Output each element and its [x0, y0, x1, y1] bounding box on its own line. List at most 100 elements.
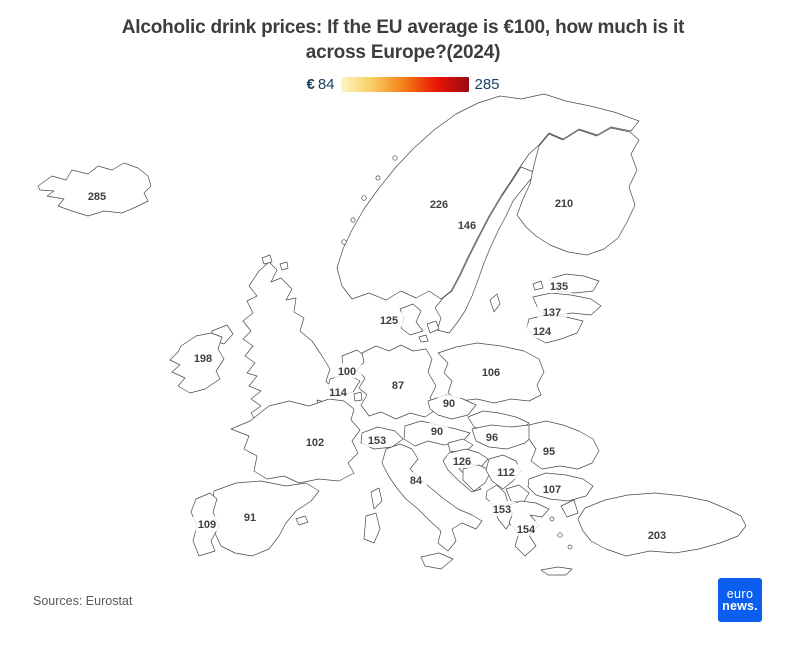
value-label-denmark: 125: [374, 312, 404, 327]
value-label-poland: 106: [476, 364, 506, 379]
region-european-turkey: [560, 499, 579, 518]
value-label-norway: 226: [424, 196, 454, 211]
svg-text:91: 91: [244, 512, 256, 524]
svg-text:90: 90: [443, 398, 455, 410]
svg-text:125: 125: [380, 315, 398, 327]
country-italy: [381, 443, 483, 552]
value-label-latvia: 137: [537, 304, 567, 319]
chart-title-line2: across Europe?(2024): [305, 41, 501, 63]
estonian-island: [532, 280, 544, 291]
country-finland: [516, 127, 640, 256]
norway-coastal-island: [341, 239, 347, 245]
value-label-belgium: 114: [323, 384, 353, 399]
value-label-italy: 84: [404, 472, 428, 487]
island-gotland: [489, 293, 501, 313]
chart-title: Alcoholic drink prices: If the EU averag…: [0, 16, 806, 65]
svg-text:126: 126: [453, 456, 471, 468]
value-label-iceland: 285: [82, 188, 112, 203]
svg-text:124: 124: [533, 326, 552, 338]
svg-text:100: 100: [338, 366, 356, 378]
value-label-romania: 95: [537, 443, 561, 458]
value-label-netherlands: 100: [332, 363, 362, 378]
aegean-island: [567, 544, 573, 550]
legend-max-label: 285: [474, 76, 500, 93]
svg-text:146: 146: [458, 220, 476, 232]
value-label-turkey: 203: [642, 527, 672, 542]
island-corsica: [370, 487, 383, 510]
island-zealand: [426, 320, 440, 334]
svg-text:84: 84: [410, 475, 423, 487]
value-label-germany: 87: [386, 377, 410, 392]
country-turkey: [577, 492, 747, 557]
value-label-hungary: 96: [480, 429, 504, 444]
island-sicily: [420, 552, 454, 570]
scottish-islands: [261, 254, 273, 265]
norway-coastal-island: [350, 217, 356, 223]
svg-text:95: 95: [543, 446, 555, 458]
value-label-lithuania: 124: [527, 323, 557, 338]
country-bosnia: [462, 464, 492, 492]
value-label-greece: 154: [511, 521, 541, 536]
country-north-macedonia: [505, 484, 530, 504]
value-label-finland: 210: [549, 195, 579, 210]
svg-text:112: 112: [497, 467, 515, 479]
island-sardinia: [363, 512, 381, 544]
norway-coastal-island: [361, 195, 367, 201]
island-crete: [540, 566, 573, 576]
value-label-czechia: 90: [437, 395, 461, 410]
value-label-austria: 90: [425, 423, 449, 438]
svg-text:96: 96: [486, 432, 498, 444]
chart-title-line1: Alcoholic drink prices: If the EU averag…: [121, 17, 685, 38]
svg-text:102: 102: [306, 437, 324, 449]
country-norway: [336, 93, 640, 301]
euronews-logo: euro news.: [718, 578, 762, 622]
svg-text:109: 109: [198, 519, 216, 531]
value-label-serbia: 112: [491, 464, 521, 479]
country-france: [230, 398, 361, 484]
value-label-portugal: 109: [192, 516, 222, 531]
svg-text:203: 203: [648, 530, 666, 542]
country-luxembourg: [353, 391, 363, 402]
aegean-island: [549, 516, 555, 522]
svg-text:198: 198: [194, 353, 212, 365]
value-label-switzerland: 153: [362, 432, 392, 447]
island-mallorca: [295, 515, 309, 526]
svg-text:210: 210: [555, 198, 573, 210]
country-united-kingdom: [242, 261, 335, 424]
value-label-albania: 153: [487, 501, 517, 516]
euronews-logo-line2: news.: [722, 599, 758, 613]
svg-text:137: 137: [543, 307, 561, 319]
legend-currency-symbol: €: [306, 76, 315, 93]
aegean-island: [557, 532, 563, 538]
color-legend: €84 285: [0, 76, 806, 93]
value-label-spain: 91: [238, 509, 262, 524]
svg-text:135: 135: [550, 281, 568, 293]
value-label-estonia: 135: [544, 278, 574, 293]
svg-text:226: 226: [430, 199, 448, 211]
svg-text:107: 107: [543, 484, 561, 496]
value-label-ireland: 198: [188, 350, 218, 365]
legend-min-label: 84: [317, 76, 335, 93]
norway-coastal-island: [375, 175, 381, 181]
svg-text:153: 153: [368, 435, 386, 447]
svg-text:153: 153: [493, 504, 511, 516]
svg-text:87: 87: [392, 380, 404, 392]
legend-gradient-bar: [340, 77, 469, 92]
value-label-france: 102: [300, 434, 330, 449]
svg-text:106: 106: [482, 367, 500, 379]
value-label-sweden: 146: [452, 217, 482, 232]
svg-text:114: 114: [329, 387, 348, 399]
scottish-islands: [279, 261, 289, 271]
value-label-layer: 285 226 146 210 135 137 124 125 198 100 114 87 106 10…: [82, 188, 672, 542]
svg-text:90: 90: [431, 426, 443, 438]
island-funen: [418, 334, 429, 343]
svg-text:154: 154: [517, 524, 536, 536]
norway-coastal-island: [392, 155, 398, 161]
source-note: Sources: Eurostat: [33, 594, 133, 608]
svg-text:285: 285: [88, 191, 106, 203]
country-sweden: [434, 166, 537, 334]
euronews-logo-line1: euro: [726, 587, 754, 601]
value-label-croatia: 126: [447, 453, 477, 468]
